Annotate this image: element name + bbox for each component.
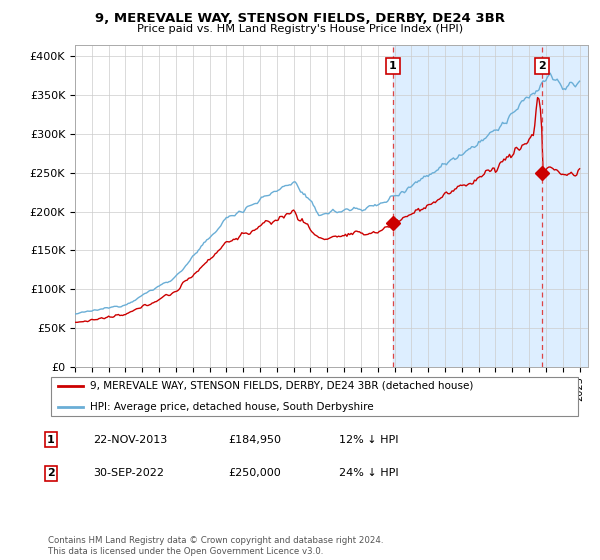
Text: £184,950: £184,950: [228, 435, 281, 445]
Text: £250,000: £250,000: [228, 468, 281, 478]
Text: 30-SEP-2022: 30-SEP-2022: [93, 468, 164, 478]
Text: 9, MEREVALE WAY, STENSON FIELDS, DERBY, DE24 3BR (detached house): 9, MEREVALE WAY, STENSON FIELDS, DERBY, …: [89, 381, 473, 391]
Text: Contains HM Land Registry data © Crown copyright and database right 2024.
This d: Contains HM Land Registry data © Crown c…: [48, 536, 383, 556]
FancyBboxPatch shape: [50, 377, 578, 416]
Text: 9, MEREVALE WAY, STENSON FIELDS, DERBY, DE24 3BR: 9, MEREVALE WAY, STENSON FIELDS, DERBY, …: [95, 12, 505, 25]
Text: 12% ↓ HPI: 12% ↓ HPI: [339, 435, 398, 445]
Text: 1: 1: [47, 435, 55, 445]
Bar: [393, 45, 588, 367]
Text: 2: 2: [538, 60, 545, 71]
Text: 2: 2: [47, 468, 55, 478]
Text: HPI: Average price, detached house, South Derbyshire: HPI: Average price, detached house, Sout…: [89, 402, 373, 412]
Text: 24% ↓ HPI: 24% ↓ HPI: [339, 468, 398, 478]
Text: 22-NOV-2013: 22-NOV-2013: [93, 435, 167, 445]
Text: Price paid vs. HM Land Registry's House Price Index (HPI): Price paid vs. HM Land Registry's House …: [137, 24, 463, 34]
Text: 1: 1: [389, 60, 397, 71]
